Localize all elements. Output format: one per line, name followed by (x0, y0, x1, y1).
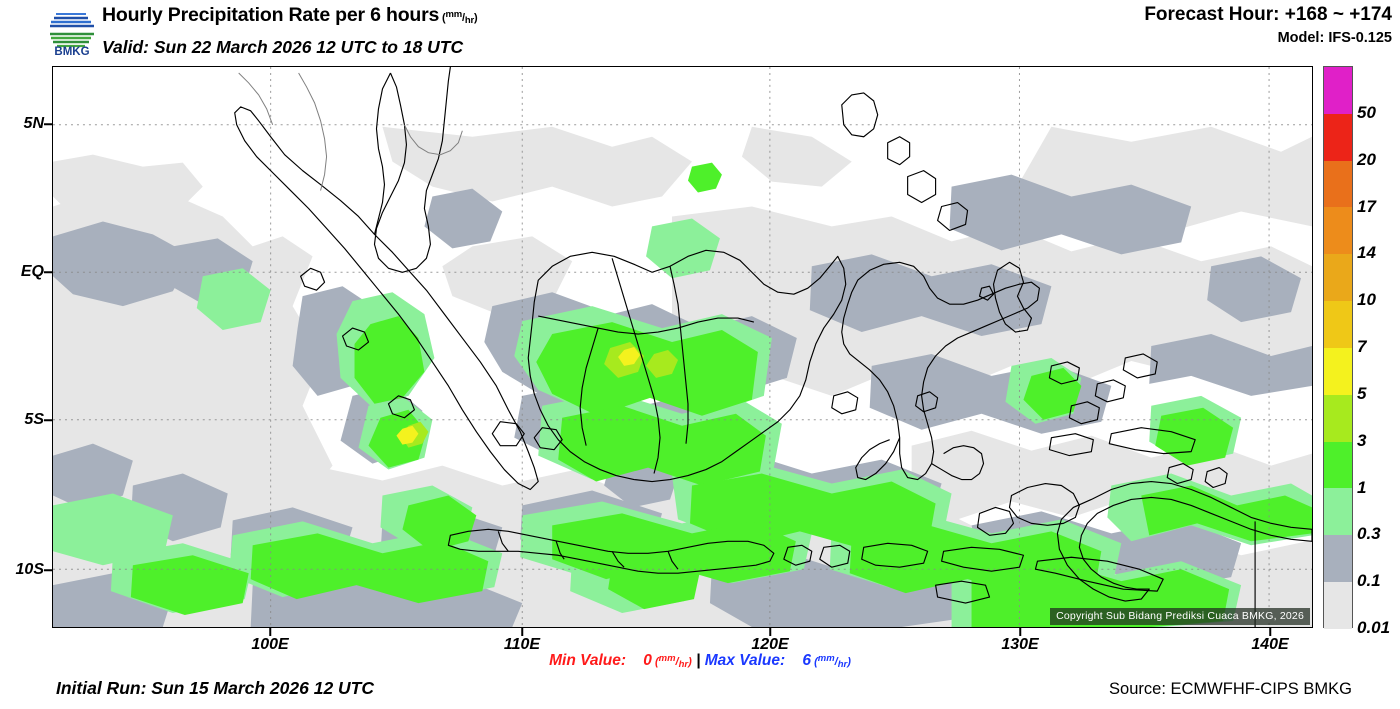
lat-tick-10s (44, 569, 52, 571)
colorbar-label-10: 10 (1357, 290, 1376, 310)
colorbar-label-0p01: 0.01 (1357, 618, 1391, 637)
forecast-hour-label: Forecast Hour: +168 ~ +174 (1144, 4, 1392, 25)
country-borders (238, 72, 463, 191)
max-unit-denominator: hr (837, 659, 848, 670)
colorbar-label-7: 7 (1357, 337, 1367, 356)
page-title: Hourly Precipitation Rate per 6 hours (m… (102, 2, 478, 34)
lon-label-100e: 100E (251, 636, 289, 653)
colorbar-label-20: 20 (1357, 149, 1376, 169)
coastlines (234, 67, 1312, 627)
bmkg-logo-text: BMKG (54, 46, 89, 56)
colorbar-band-1 (1324, 441, 1352, 489)
lat-label-eq: EQ (20, 263, 44, 280)
colorbar-label-0p1: 0.1 (1357, 571, 1381, 591)
colorbar-label-5: 5 (1357, 383, 1367, 403)
min-unit-numerator: mm (658, 653, 676, 664)
precip-band-5 (396, 347, 641, 445)
lat-label-5n: 5N (23, 115, 44, 132)
lon-tick-140e (1269, 628, 1271, 636)
precipitation-map (53, 67, 1312, 627)
min-unit-denominator: hr (678, 659, 689, 670)
lon-label-140e: 140E (1251, 636, 1289, 653)
lat-tick-5n (44, 123, 52, 125)
colorbar-label-3: 3 (1357, 430, 1367, 450)
lon-tick-130e (1019, 628, 1021, 636)
max-value: 6 (802, 652, 812, 669)
title-block: Hourly Precipitation Rate per 6 hours (m… (102, 2, 478, 59)
lon-tick-100e (269, 628, 271, 636)
max-value-label: Max Value: (704, 652, 786, 669)
header-right: Forecast Hour: +168 ~ +174 Model: IFS-0.… (1144, 2, 1392, 48)
colorbar-band-50 (1324, 67, 1352, 114)
colorbar-band-17 (1324, 160, 1352, 208)
minmax-separator: | (696, 652, 701, 669)
lon-label-110e: 110E (503, 636, 541, 653)
model-label: Model: IFS-0.125 (1277, 30, 1392, 46)
header-left: BMKG Hourly Precipitation Rate per 6 hou… (46, 2, 946, 58)
title-unit: (mm/hr) (439, 9, 478, 26)
lat-tick-5s (44, 419, 52, 421)
minmax-line: Min Value: 0 (mm/hr) | Max Value: 6 (mm/… (0, 652, 1400, 670)
initial-run-label: Initial Run: Sun 15 March 2026 12 UTC (56, 678, 374, 698)
lon-tick-120e (769, 628, 771, 636)
copyright-watermark: Copyright Sub Bidang Prediksi Cuaca BMKG… (1050, 608, 1310, 625)
max-unit-numerator: mm (817, 653, 835, 664)
colorbar-label-14: 14 (1357, 243, 1376, 263)
bmkg-logo: BMKG (46, 4, 98, 58)
colorbar-band-5 (1324, 347, 1352, 395)
colorbar-label-17: 17 (1357, 196, 1376, 216)
lon-label-130e: 130E (1001, 636, 1039, 653)
lon-tick-110e (521, 628, 523, 636)
colorbar-band-3 (1324, 394, 1352, 442)
min-value-label: Min Value: (549, 652, 627, 669)
min-value: 0 (643, 652, 652, 669)
page-title-text: Hourly Precipitation Rate per 6 hours (102, 4, 440, 26)
lon-label-120e: 120E (751, 636, 789, 653)
max-value-unit: (mm/hr) (811, 653, 851, 670)
map-frame[interactable]: Copyright Sub Bidang Prediksi Cuaca BMKG… (52, 66, 1313, 628)
title-unit-numerator: mm (445, 9, 463, 20)
lat-label-5s: 5S (24, 411, 44, 428)
valid-time-label: Valid: Sun 22 March 2026 12 UTC to 18 UT… (102, 37, 464, 57)
colorbar-band-0p1 (1324, 535, 1352, 583)
lat-label-10s: 10S (15, 561, 44, 578)
lat-tick-eq (44, 271, 52, 273)
title-unit-denominator: hr (464, 15, 474, 26)
min-value-unit: (mm/hr) (651, 653, 692, 670)
source-label: Source: ECMWFHF-CIPS BMKG (1109, 680, 1352, 698)
colorbar-label-1: 1 (1357, 477, 1367, 497)
colorbar-band-0p3 (1324, 488, 1352, 536)
colorbar-band-14 (1324, 207, 1352, 255)
colorbar-label-0p3: 0.3 (1357, 524, 1381, 544)
precip-band-1 (130, 162, 1312, 627)
colorbar-band-0p01 (1324, 582, 1352, 629)
colorbar-label-50: 50 (1357, 102, 1376, 122)
colorbar-band-20 (1324, 113, 1352, 161)
colorbar-band-7 (1324, 301, 1352, 348)
colorbar[interactable] (1323, 66, 1353, 629)
colorbar-band-10 (1324, 254, 1352, 302)
